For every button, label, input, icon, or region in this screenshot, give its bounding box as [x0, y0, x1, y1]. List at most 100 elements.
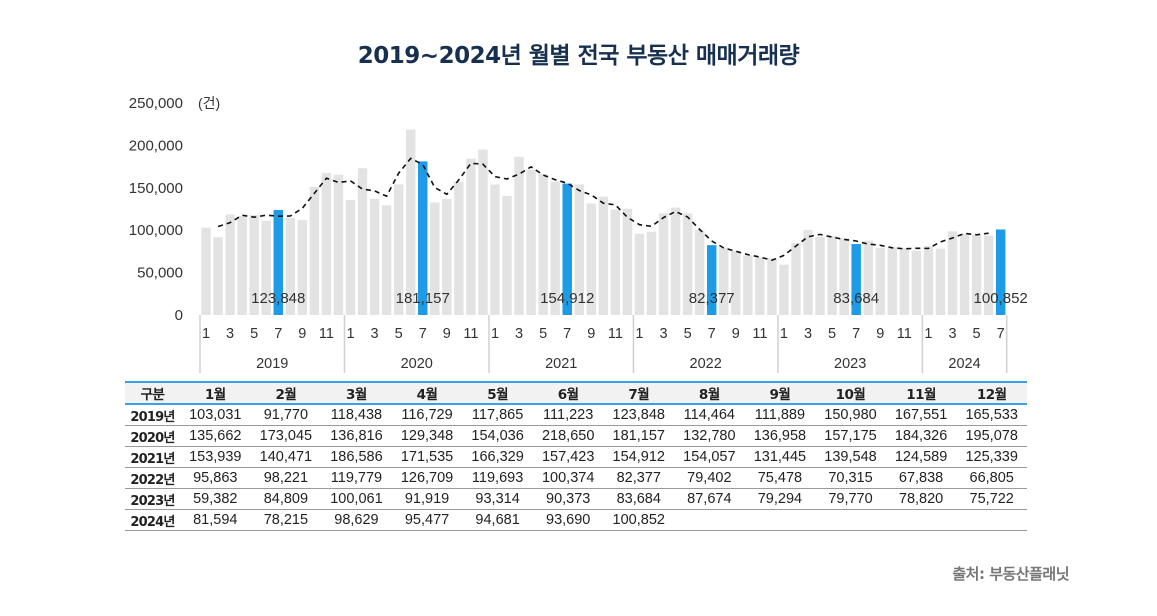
table-cell: 184,326 [885, 425, 957, 447]
table-cell: 84,809 [250, 488, 322, 510]
header-month: 12월 [976, 387, 1007, 403]
bar [959, 234, 970, 315]
table-cell [674, 509, 745, 531]
table-cell: 136,816 [321, 425, 392, 447]
bar [369, 198, 380, 315]
y-tick-label: 100,000 [129, 222, 183, 239]
bar [791, 243, 801, 315]
table-cell: 131,445 [744, 446, 816, 468]
table-cell: 93,314 [462, 488, 533, 510]
row-year: 2020년 [125, 425, 180, 447]
bar [381, 205, 392, 315]
trend-line [217, 157, 989, 262]
x-tick-label: 9 [298, 326, 306, 342]
table-cell: 135,662 [180, 425, 251, 447]
year-label: 2024 [948, 356, 980, 372]
x-tick-label: 1 [635, 326, 643, 342]
header-month: 4월 [416, 387, 438, 403]
table-cell: 124,589 [885, 446, 957, 468]
x-tick-label: 1 [491, 326, 499, 342]
header-month: 3월 [346, 387, 367, 403]
x-tick-label: 7 [852, 326, 860, 342]
bar [261, 220, 271, 315]
bar [622, 208, 633, 315]
bar [213, 237, 223, 315]
table-cell: 171,535 [391, 446, 463, 468]
table-row: 2024년 81,594 78,215 98,629 95,477 94,681 93,69… [125, 509, 1027, 531]
bar [731, 250, 741, 315]
x-tick-label: 3 [226, 326, 234, 342]
data-label: 123,848 [251, 290, 305, 307]
table-cell: 87,674 [674, 488, 745, 510]
bar-highlight [418, 161, 428, 315]
table-cell: 154,057 [674, 446, 745, 468]
bar [442, 198, 452, 315]
bar [863, 240, 873, 315]
bar [755, 257, 765, 315]
table-cell: 139,548 [815, 446, 886, 468]
bar [309, 186, 320, 315]
table-row: 2022년 95,863 98,221 119,779 126,709 119,693 10… [125, 467, 1027, 489]
bar [803, 230, 813, 315]
bar [430, 202, 440, 315]
table-cell: 66,805 [956, 467, 1027, 489]
bar [983, 235, 994, 315]
table-cell: 157,423 [532, 446, 604, 468]
x-tick-label: 3 [660, 326, 668, 342]
table-cell: 94,681 [462, 509, 533, 531]
table-cell: 79,402 [674, 467, 745, 489]
bar [538, 173, 548, 315]
x-tick-label: 1 [780, 326, 788, 342]
bar [646, 231, 657, 315]
x-tick-label: 11 [463, 326, 478, 342]
table-cell: 83,684 [603, 488, 675, 510]
bar [719, 247, 729, 315]
row-year: 2023년 [125, 488, 180, 510]
table-cell: 119,693 [462, 467, 533, 489]
year-label: 2019 [256, 356, 288, 372]
bar [586, 203, 597, 315]
table-cell: 100,374 [532, 467, 604, 489]
table-cell: 75,722 [956, 488, 1027, 510]
table-cell: 181,157 [603, 425, 675, 447]
x-tick-label: 5 [539, 326, 547, 342]
table-cell: 95,477 [391, 509, 463, 531]
x-tick-label: 11 [897, 326, 912, 342]
x-tick-label: 1 [924, 326, 932, 342]
header-category: 구분 [140, 387, 165, 403]
row-year: 2019년 [125, 404, 180, 426]
bar [670, 207, 681, 315]
row-year: 2021년 [125, 446, 180, 468]
bar [550, 181, 560, 315]
bar [947, 231, 958, 315]
table-cell: 166,329 [462, 446, 533, 468]
x-tick-label: 3 [804, 326, 812, 342]
data-label: 100,852 [974, 290, 1028, 307]
bar [827, 235, 837, 315]
year-label: 2021 [545, 356, 577, 372]
table-cell: 91,919 [391, 488, 463, 510]
x-tick-label: 3 [948, 326, 956, 342]
table-row: 2023년 59,382 84,809 100,061 91,919 93,314 90,3… [125, 488, 1027, 510]
bar-highlight [995, 229, 1006, 315]
y-tick-label: 150,000 [129, 180, 183, 197]
table-cell: 78,215 [250, 509, 322, 531]
bar [767, 258, 777, 315]
header-month: 1월 [204, 387, 226, 403]
year-label: 2022 [690, 356, 722, 372]
bar [333, 174, 344, 315]
x-tick-label: 9 [587, 326, 595, 342]
bar [574, 184, 584, 315]
data-label: 82,377 [689, 290, 735, 307]
table-header-row: 구분 1월 2월 3월 4월 5월 6월 7월 8월 9월 10월 11월 12월 [125, 382, 1027, 404]
bar [478, 149, 488, 315]
bar [201, 227, 211, 315]
table-cell: 98,221 [250, 467, 322, 489]
table-cell: 59,382 [180, 488, 251, 510]
table-cell: 195,078 [956, 425, 1027, 447]
x-tick-label: 5 [250, 326, 258, 342]
y-tick-label: 250,000 [129, 95, 183, 112]
bar [815, 237, 825, 315]
bar-highlight [273, 209, 283, 315]
bar [297, 220, 308, 315]
